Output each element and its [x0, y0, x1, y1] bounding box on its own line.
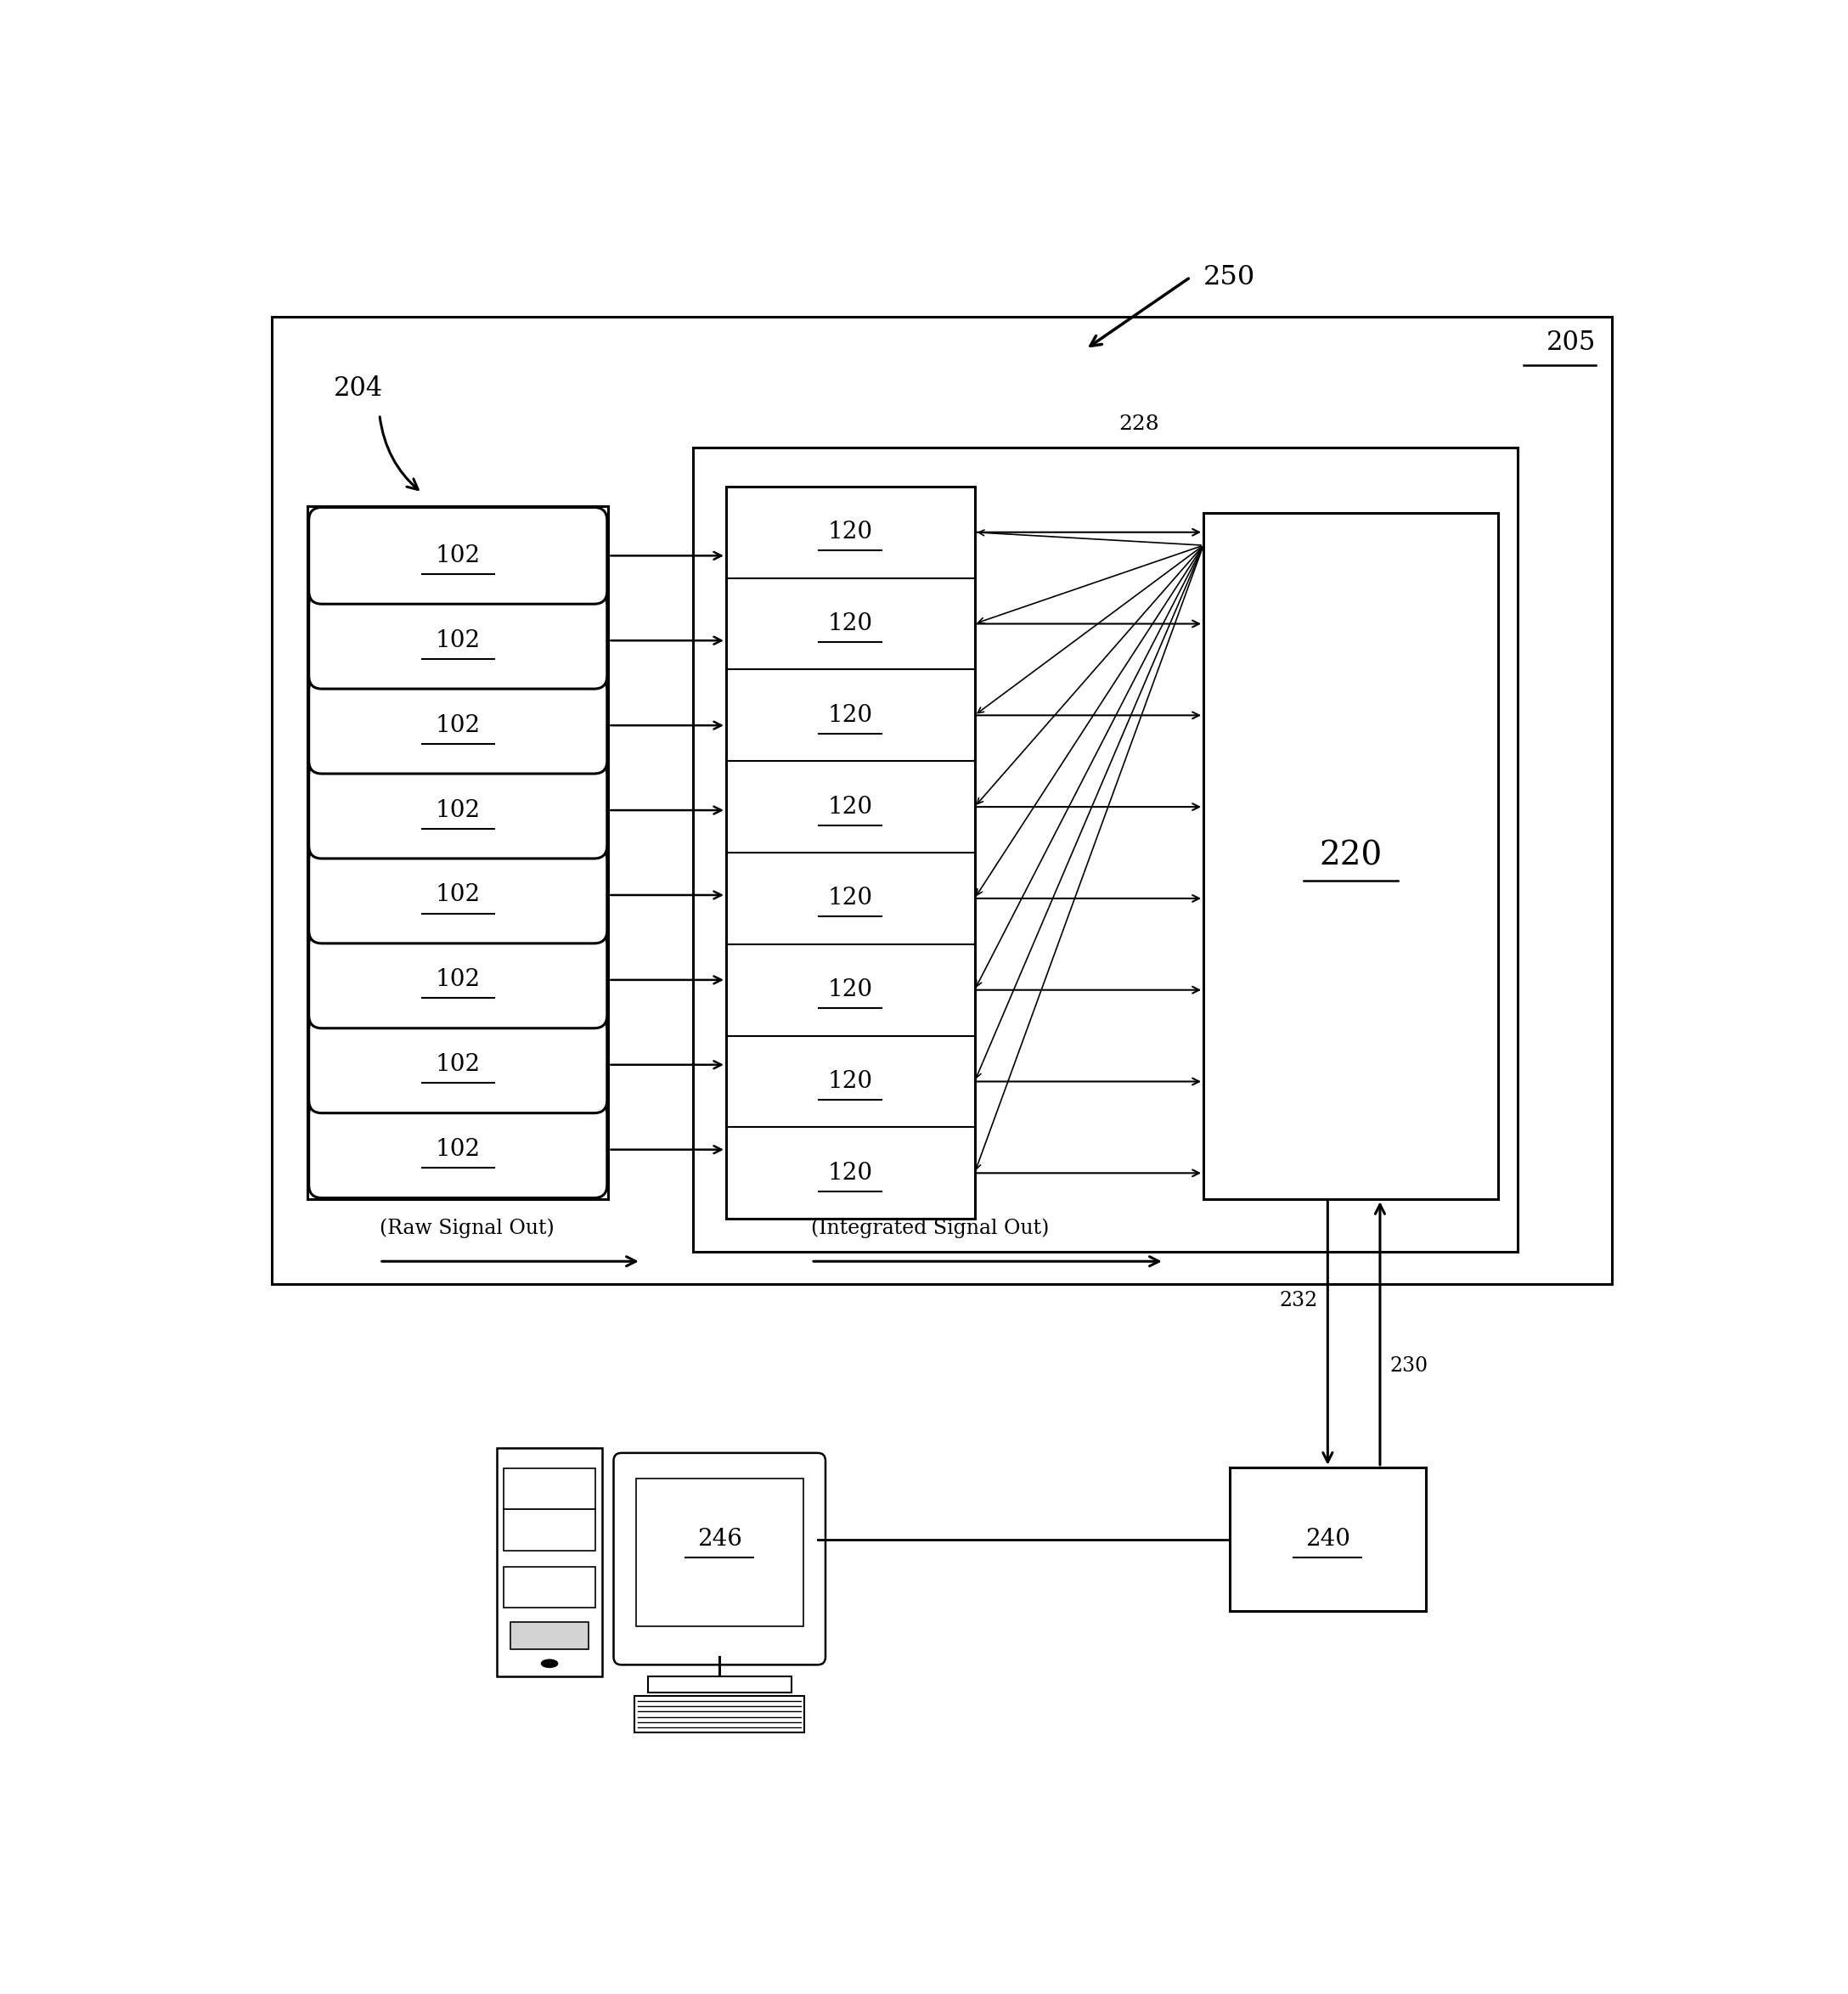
FancyBboxPatch shape [309, 592, 606, 688]
Text: 120: 120 [828, 979, 872, 1001]
Text: 230: 230 [1390, 1356, 1429, 1376]
Text: 102: 102 [436, 883, 480, 907]
Bar [726, 487, 974, 1218]
Text: 120: 120 [828, 887, 872, 909]
Text: 102: 102 [436, 800, 480, 822]
Text: 102: 102 [436, 544, 480, 566]
Bar [634, 1697, 804, 1733]
Bar [505, 1567, 595, 1607]
Text: 120: 120 [828, 520, 872, 544]
Text: 102: 102 [436, 628, 480, 652]
Ellipse shape [541, 1659, 558, 1667]
Text: 204: 204 [334, 375, 383, 401]
Text: 240: 240 [1305, 1527, 1351, 1551]
Text: 250: 250 [1203, 263, 1255, 291]
Bar [510, 1621, 590, 1649]
Bar [1203, 512, 1497, 1198]
Text: 120: 120 [828, 612, 872, 636]
FancyBboxPatch shape [309, 931, 606, 1029]
Bar [505, 1509, 595, 1551]
Text: 232: 232 [1279, 1290, 1318, 1310]
Text: 205: 205 [1547, 329, 1597, 355]
Bar [636, 1478, 804, 1627]
Text: 120: 120 [828, 704, 872, 726]
Text: 228: 228 [1118, 415, 1159, 435]
Text: 102: 102 [436, 714, 480, 738]
Text: 120: 120 [828, 1163, 872, 1184]
Bar [272, 317, 1611, 1284]
Text: (Integrated Signal Out): (Integrated Signal Out) [811, 1218, 1050, 1238]
Bar [497, 1448, 602, 1677]
FancyBboxPatch shape [309, 762, 606, 859]
Text: 220: 220 [1319, 839, 1382, 871]
Bar [1229, 1468, 1427, 1611]
Text: 102: 102 [436, 1139, 480, 1161]
Bar [647, 1677, 791, 1693]
FancyBboxPatch shape [309, 506, 606, 604]
FancyBboxPatch shape [309, 1017, 606, 1113]
Bar [693, 447, 1517, 1252]
Text: 102: 102 [436, 969, 480, 991]
Bar [505, 1468, 595, 1509]
Text: 120: 120 [828, 1071, 872, 1093]
Text: 102: 102 [436, 1053, 480, 1077]
Bar [307, 506, 608, 1198]
FancyBboxPatch shape [309, 1101, 606, 1198]
FancyBboxPatch shape [309, 678, 606, 774]
FancyBboxPatch shape [309, 847, 606, 943]
Text: 246: 246 [697, 1527, 743, 1551]
FancyBboxPatch shape [614, 1454, 826, 1665]
Text: (Raw Signal Out): (Raw Signal Out) [379, 1218, 554, 1238]
Text: 120: 120 [828, 796, 872, 818]
